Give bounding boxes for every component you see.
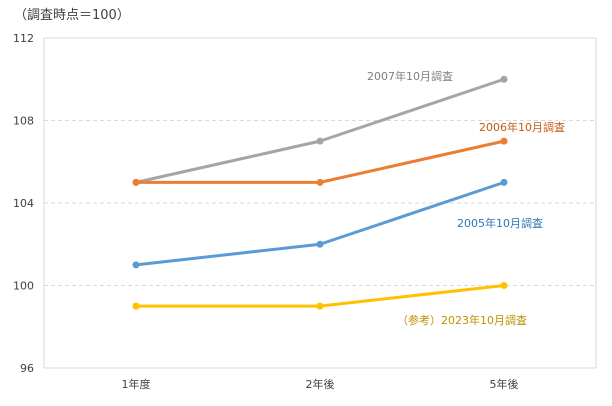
series-1-point	[316, 178, 324, 186]
y-tick-label: 108	[13, 115, 34, 128]
y-tick-label: 104	[13, 197, 34, 210]
y-tick-label: 96	[20, 362, 34, 375]
unit-label: （調査時点＝100）	[14, 8, 130, 23]
series-3-point	[316, 302, 324, 310]
x-tick-label: 2年後	[306, 377, 335, 391]
gridlines	[44, 120, 596, 286]
x-tick-label: 1年度	[122, 377, 151, 391]
series-2-point	[316, 240, 324, 248]
series-1-point	[132, 178, 140, 186]
series-2-point	[500, 178, 508, 186]
series-0-point	[500, 75, 508, 83]
series-1-line	[134, 139, 506, 184]
series-0-point	[316, 137, 324, 145]
series-2-label: 2005年10月調査	[457, 216, 543, 230]
x-axis-ticks: 1年度 2年後 5年後	[122, 377, 519, 391]
y-tick-label: 100	[13, 280, 34, 293]
series-3-point	[500, 282, 508, 289]
x-tick-label: 5年後	[490, 377, 519, 391]
series-3-label: （参考）2023年10月調査	[397, 313, 527, 327]
series-3-point	[132, 302, 140, 310]
series-labels: 2007年10月調査 2006年10月調査 2005年10月調査 （参考）2023年1…	[367, 69, 565, 327]
series-0-line	[134, 77, 506, 184]
y-axis-ticks: 96 100 104 108 112	[13, 32, 34, 375]
series-2-point	[132, 261, 140, 269]
series-1-label: 2006年10月調査	[479, 120, 565, 134]
series-0-label: 2007年10月調査	[367, 69, 453, 83]
series-group	[132, 75, 508, 310]
series-1-point	[500, 137, 508, 145]
series-2-line	[134, 180, 506, 267]
y-tick-label: 112	[13, 32, 34, 45]
